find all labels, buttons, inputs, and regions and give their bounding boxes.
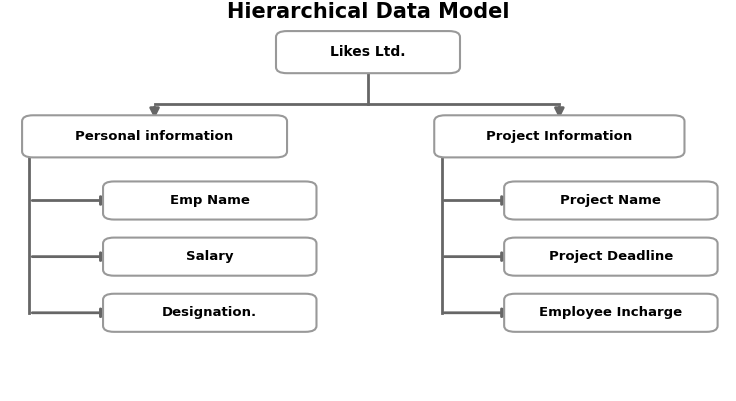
Text: Likes Ltd.: Likes Ltd. [330, 45, 406, 59]
Text: Emp Name: Emp Name [170, 194, 250, 207]
Text: Personal information: Personal information [76, 130, 233, 143]
Text: Project Deadline: Project Deadline [549, 250, 673, 263]
FancyBboxPatch shape [103, 294, 316, 332]
Text: Employee Incharge: Employee Incharge [539, 306, 682, 319]
FancyBboxPatch shape [103, 181, 316, 220]
FancyBboxPatch shape [504, 294, 718, 332]
Text: Salary: Salary [186, 250, 233, 263]
Text: Designation.: Designation. [162, 306, 258, 319]
FancyBboxPatch shape [276, 31, 460, 73]
FancyBboxPatch shape [434, 115, 684, 158]
Text: Project Name: Project Name [560, 194, 662, 207]
Text: Project Information: Project Information [486, 130, 632, 143]
FancyBboxPatch shape [504, 237, 718, 276]
FancyBboxPatch shape [504, 181, 718, 220]
FancyBboxPatch shape [22, 115, 287, 158]
FancyBboxPatch shape [103, 237, 316, 276]
Text: Hierarchical Data Model: Hierarchical Data Model [227, 2, 509, 22]
